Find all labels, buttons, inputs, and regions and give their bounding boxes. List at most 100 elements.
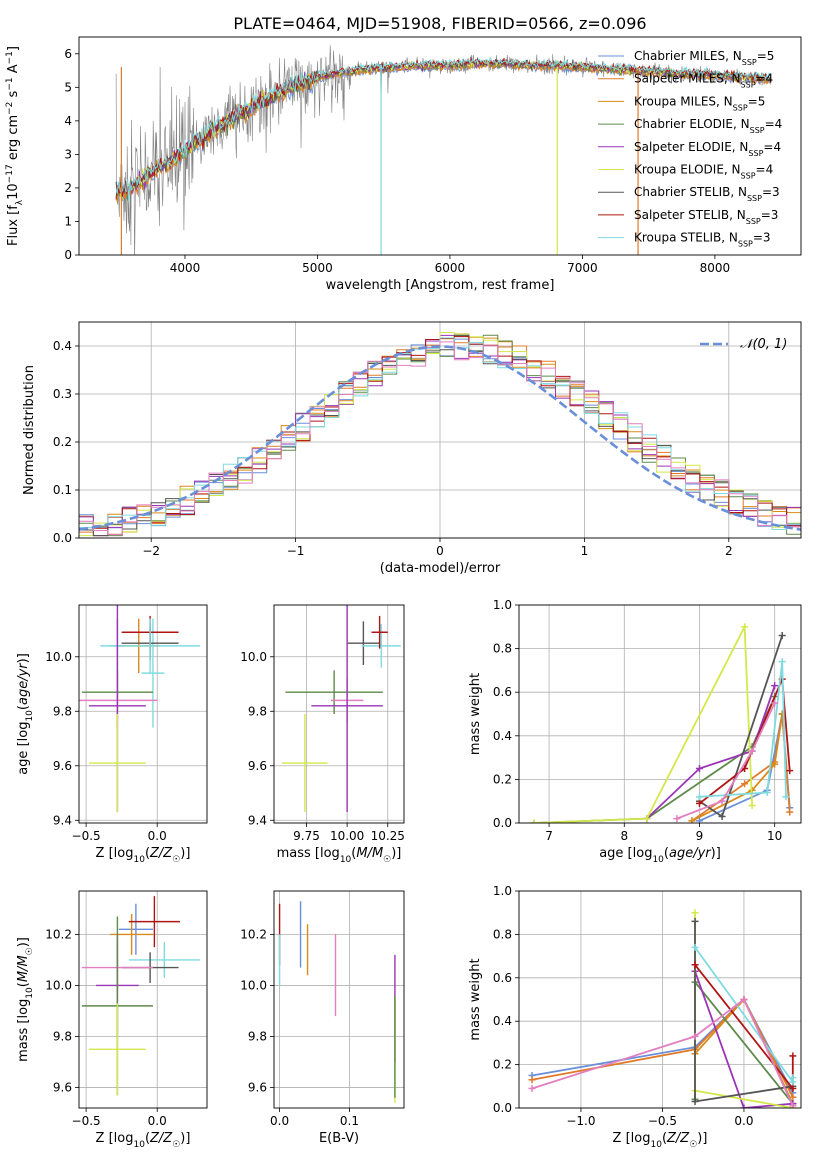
axes-frame	[78, 321, 802, 539]
weight-marker	[695, 793, 703, 801]
plot-area	[79, 605, 200, 813]
weight-marker	[691, 961, 699, 969]
x-axis-label: mass [log10(M/M☉)]	[277, 846, 402, 865]
axes-frame	[78, 890, 208, 1109]
y-axis-label: mass weight	[468, 673, 483, 755]
normal-curve	[79, 345, 801, 531]
weight-marker	[528, 1084, 536, 1092]
y-tick-label: 4	[64, 114, 72, 128]
weight-marker	[778, 632, 786, 640]
panel-mass-vs-Z: −0.5 0.0 9.6 9.8 10.0 10.2 Z [log10(Z/Z☉)] mass…	[16, 890, 208, 1150]
legend-label: 𝒩(0, 1)	[740, 337, 787, 352]
weight-marker	[786, 808, 794, 816]
x-tick-label: 10	[767, 829, 782, 843]
weight-marker	[778, 658, 786, 666]
y-tick-label: 0	[64, 248, 72, 262]
weight-marker	[643, 815, 651, 823]
data-point	[285, 670, 383, 714]
y-tick-label: 0.2	[53, 435, 72, 449]
y-tick-label: 0.4	[53, 339, 72, 353]
axes-frame	[78, 604, 208, 824]
axes-frame	[518, 890, 802, 1109]
y-tick-label: 0.2	[493, 772, 512, 786]
data-point	[128, 942, 200, 978]
y-tick-label: 0.2	[493, 1058, 512, 1072]
panel-massweight-vs-age: 7 8 9 10 0.0 0.2 0.4 0.6 0.8 1.0 age [log10(age/yr…	[468, 598, 802, 865]
y-axis-label: Flux [fλ10−17 erg cm−2 s−1 A−1]	[5, 46, 25, 246]
y-tick-label: 6	[64, 47, 72, 61]
weight-marker	[528, 1076, 536, 1084]
y-tick-label: 1.0	[493, 884, 512, 898]
legend-label: Salpeter ELODIE, NSSP=4	[634, 140, 781, 158]
x-tick-label: 7	[545, 829, 553, 843]
weight-marker	[771, 760, 779, 768]
data-point	[141, 618, 165, 728]
weight-marker	[688, 817, 696, 823]
x-axis-label: (data-model)/error	[380, 561, 501, 576]
weight-marker	[789, 1074, 797, 1082]
plot-area	[115, 45, 771, 255]
x-tick-label: 4000	[170, 261, 201, 275]
weight-marker	[789, 1102, 797, 1108]
y-tick-label: 0.1	[53, 483, 72, 497]
panel-massweight-vs-Z: −1.0 −0.5 0.0 0.0 0.2 0.4 0.6 0.8 1.0 Z [log10(Z/…	[468, 884, 802, 1150]
weight-marker	[695, 817, 703, 823]
plot-area	[528, 909, 797, 1108]
x-axis-label: age [log10(age/yr)]	[599, 846, 721, 865]
x-tick-label: −2	[142, 544, 160, 558]
weight-marker	[740, 996, 748, 1003]
panel-age-vs-Z: −0.5 0.0 9.4 9.6 9.8 10.0 Z [log10(Z/Z☉)] age […	[16, 604, 208, 865]
weight-marker	[789, 1084, 797, 1092]
y-tick-label: 0.6	[493, 971, 512, 985]
weight-marker	[718, 797, 726, 805]
x-tick-label: 9	[696, 829, 704, 843]
y-tick-label: 0.8	[493, 642, 512, 656]
y-tick-label: 9.8	[248, 704, 267, 718]
weight-marker	[741, 623, 749, 631]
data-point	[361, 624, 401, 668]
x-axis-label: Z [log10(Z/Z☉)]	[613, 1131, 708, 1150]
x-tick-label: 10.25	[371, 829, 405, 843]
weight-marker	[691, 917, 699, 925]
weight-marker	[771, 682, 779, 690]
plot-area	[530, 623, 794, 823]
x-tick-label: 5000	[302, 261, 333, 275]
legend-label: Chabrier STELIB, NSSP=3	[634, 185, 780, 203]
y-tick-label: 9.6	[248, 1081, 267, 1095]
legend: Chabrier MILES, NSSP=5 Salpeter MILES, NS…	[598, 49, 782, 248]
legend: 𝒩(0, 1)	[700, 337, 787, 352]
y-tick-label: 1	[64, 214, 72, 228]
y-tick-label: 2	[64, 181, 72, 195]
weight-marker	[691, 943, 699, 951]
x-tick-label: 0	[436, 544, 444, 558]
weight-marker	[673, 815, 681, 823]
panel-mass-vs-EBV: 0.0 0.1 9.6 9.8 10.0 10.2 E(B-V)	[240, 890, 405, 1146]
weight-line	[699, 661, 787, 798]
y-tick-label: 10.2	[240, 927, 267, 941]
weight-line	[531, 998, 794, 1107]
weight-marker	[718, 812, 726, 820]
weight-marker	[691, 909, 699, 917]
y-tick-label: 10.0	[240, 978, 267, 992]
legend-label: Chabrier MILES, NSSP=5	[634, 49, 774, 67]
residual-histogram	[79, 334, 801, 537]
y-tick-label: 0.3	[53, 387, 72, 401]
panel-spectrum: 4000 5000 6000 7000 8000 0 1 2 3 4 5 6 wavelength [A…	[5, 36, 802, 293]
y-axis-label: mass [log10(M/M☉)]	[16, 937, 35, 1062]
x-tick-label: 0.0	[270, 1114, 289, 1128]
x-tick-label: 8	[620, 829, 628, 843]
data-point	[371, 615, 388, 649]
x-tick-label: 10.00	[330, 829, 364, 843]
panel-residuals: −2 −1 0 1 2 0.0 0.1 0.2 0.3 0.4 (data-model)/error…	[22, 321, 802, 576]
residual-histogram	[79, 341, 801, 536]
y-tick-label: 9.6	[53, 759, 72, 773]
weight-marker	[786, 767, 794, 775]
y-tick-label: 9.4	[248, 813, 267, 827]
x-axis-label: Z [log10(Z/Z☉)]	[96, 846, 191, 865]
y-tick-label: 0.4	[493, 1014, 512, 1028]
y-tick-label: 0.0	[493, 1101, 512, 1115]
y-tick-label: 9.4	[53, 813, 72, 827]
data-point	[347, 621, 380, 665]
data-point	[282, 714, 328, 813]
x-tick-label: 7000	[567, 261, 598, 275]
